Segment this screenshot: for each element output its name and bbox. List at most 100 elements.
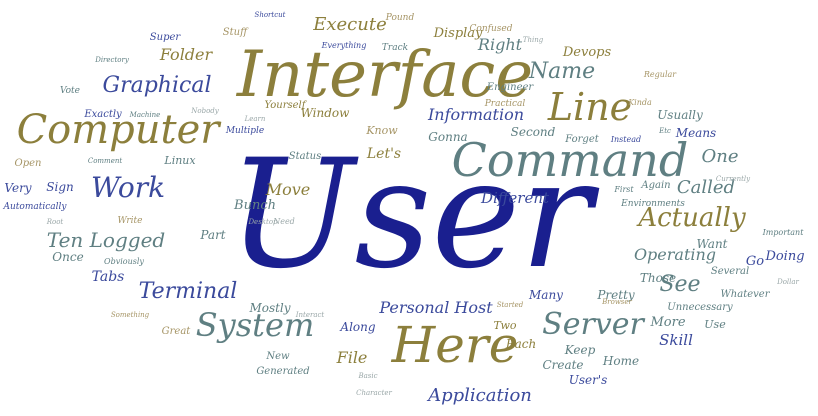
word-desktop: Desktop (248, 217, 278, 226)
word-personal-host: Personal Host (379, 298, 493, 317)
word-along: Along (340, 320, 376, 334)
word-important: Important (762, 228, 804, 237)
word-gonna: Gonna (428, 130, 468, 144)
word-know: Know (366, 123, 398, 137)
word-linux: Linux (164, 153, 196, 167)
word-called: Called (676, 177, 736, 198)
word-comment: Comment (87, 156, 123, 165)
word-window: Window (300, 106, 350, 120)
word-those: Those (639, 271, 677, 285)
word-yourself: Yourself (264, 100, 306, 111)
word-directory: Directory (95, 55, 129, 64)
word-actually: Actually (638, 203, 746, 233)
word-pretty: Pretty (597, 288, 635, 302)
word-machine: Machine (129, 110, 161, 119)
word-tabs: Tabs (91, 269, 125, 285)
word-interface: Interface (236, 38, 534, 112)
word-line: Line (547, 85, 633, 129)
word-new: New (266, 351, 290, 362)
word-shortcut: Shortcut (254, 10, 286, 19)
word-kinda: Kinda (628, 98, 652, 107)
word-means: Means (675, 126, 717, 140)
word-operating: Operating (633, 245, 717, 264)
word-part: Part (200, 228, 226, 242)
word-create: Create (542, 358, 584, 372)
word-different: Different (480, 188, 550, 207)
word-started: Started (496, 300, 524, 309)
word-obviously: Obviously (104, 257, 144, 266)
word-usually: Usually (657, 108, 703, 122)
word-unnecessary: Unnecessary (667, 302, 733, 313)
word-go: Go (745, 253, 765, 269)
word-stuff: Stuff (222, 27, 248, 38)
word-let-s: Let's (366, 146, 402, 162)
word-two: Two (493, 318, 517, 332)
word-thing: Thing (522, 35, 544, 44)
word-everything: Everything (321, 41, 367, 50)
word-command: Command (451, 133, 689, 187)
word-regular: Regular (643, 70, 677, 79)
word-second: Second (510, 125, 556, 139)
word-several: Several (710, 266, 750, 277)
word-root: Root (46, 217, 64, 226)
word-see: See (659, 272, 701, 297)
word-information: Information (427, 105, 525, 124)
word-multiple: Multiple (225, 125, 265, 136)
word-each: Each (505, 337, 537, 351)
word-move: Move (265, 180, 311, 199)
word-computer: Computer (16, 107, 220, 153)
word-interact: Interact (295, 310, 325, 319)
word-super: Super (149, 32, 181, 43)
word-keep: Keep (564, 343, 596, 357)
word-skill: Skill (659, 330, 693, 349)
word-forget: Forget (565, 134, 599, 145)
word-something: Something (110, 310, 150, 319)
word-again: Again (641, 180, 671, 191)
word-vote: Vote (59, 85, 81, 96)
word-exactly: Exactly (84, 109, 122, 120)
word-execute: Execute (313, 14, 387, 35)
word-bunch: Bunch (234, 197, 276, 213)
word-application: Application (428, 385, 532, 406)
word-one: One (701, 146, 739, 167)
word-status: Status (288, 151, 322, 162)
word-whatever: Whatever (720, 289, 770, 300)
word-open: Open (14, 158, 42, 169)
word-character: Character (356, 388, 392, 397)
word-learn: Learn (244, 114, 266, 123)
word-sign: Sign (46, 180, 74, 194)
word-basic: Basic (358, 371, 378, 380)
word-instead: Instead (610, 135, 642, 144)
word-name: Name (528, 59, 596, 84)
word-confused: Confused (469, 23, 513, 34)
word-file: File (336, 348, 368, 367)
word-right: Right (477, 35, 523, 54)
word-user-s: User's (568, 373, 608, 387)
word-want: Want (696, 237, 728, 251)
word-use: Use (704, 317, 726, 331)
word-here: Here (391, 316, 519, 374)
word-doing: Doing (765, 248, 805, 264)
word-display: Display (433, 25, 483, 41)
word-folder: Folder (159, 45, 213, 64)
word-terminal: Terminal (138, 279, 238, 304)
word-very: Very (4, 181, 32, 195)
word-mostly: Mostly (249, 301, 291, 315)
word-track: Track (381, 42, 409, 53)
word-need: Need (273, 217, 295, 226)
word-currently: Currently (715, 174, 751, 183)
word-write: Write (117, 215, 143, 226)
word-browser: Browser (602, 297, 632, 306)
word-graphical: Graphical (102, 73, 212, 98)
word-generated: Generated (256, 366, 310, 377)
word-environments: Environments (621, 198, 685, 209)
word-etc: Etc (659, 126, 671, 135)
word-work: Work (90, 171, 166, 204)
word-server: Server (542, 307, 644, 342)
word-great: Great (161, 326, 191, 337)
word-many: Many (529, 288, 563, 302)
word-automatically: Automatically (3, 201, 67, 212)
word-pound: Pound (385, 12, 415, 23)
word-home: Home (602, 354, 640, 368)
